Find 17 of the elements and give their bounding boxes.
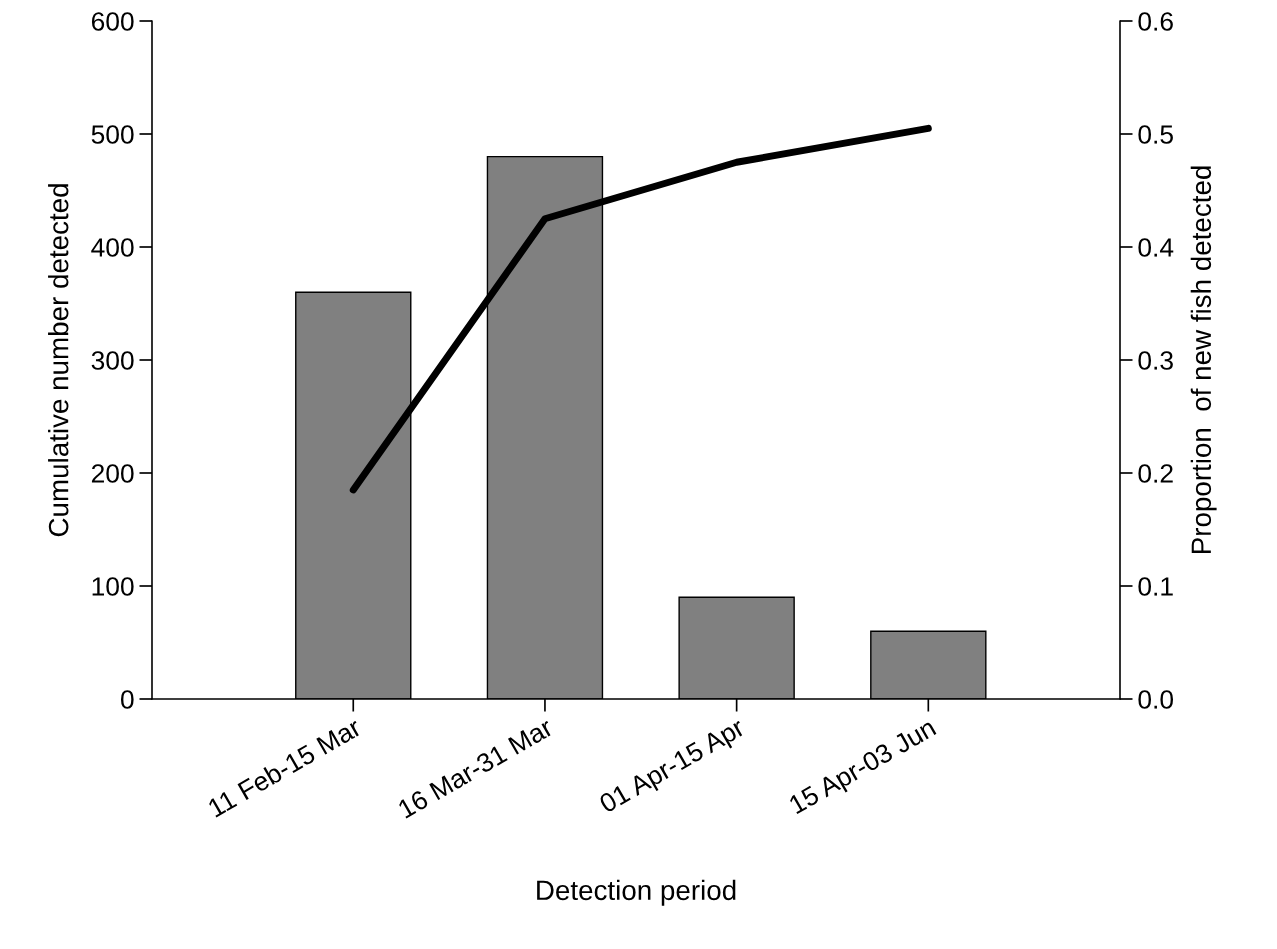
y-axis-title: Cumulative number detected <box>48 184 69 537</box>
y2-tick-label: 0.4 <box>1138 238 1174 257</box>
y2-axis-title: Proportion of new fish detected <box>1190 166 1217 554</box>
x-axis-title: Detection period <box>537 879 736 906</box>
y-tick-label: 200 <box>91 464 134 483</box>
y-tick-label: 100 <box>92 577 134 596</box>
y2-tick-label: 0.6 <box>1138 12 1173 31</box>
y2-tick-label: 0.2 <box>1138 464 1173 483</box>
y-tick-label: 300 <box>91 351 134 370</box>
y-tick-label: 0 <box>121 690 134 709</box>
y2-tick-label: 0.5 <box>1138 125 1173 144</box>
y2-tick-label: 0.0 <box>1138 690 1174 709</box>
y2-tick-label: 0.3 <box>1138 351 1173 370</box>
y-tick-label: 500 <box>91 125 134 144</box>
y-tick-label: 400 <box>91 238 134 257</box>
y2-tick-label: 0.1 <box>1138 577 1173 596</box>
y-tick-label: 600 <box>91 12 134 31</box>
